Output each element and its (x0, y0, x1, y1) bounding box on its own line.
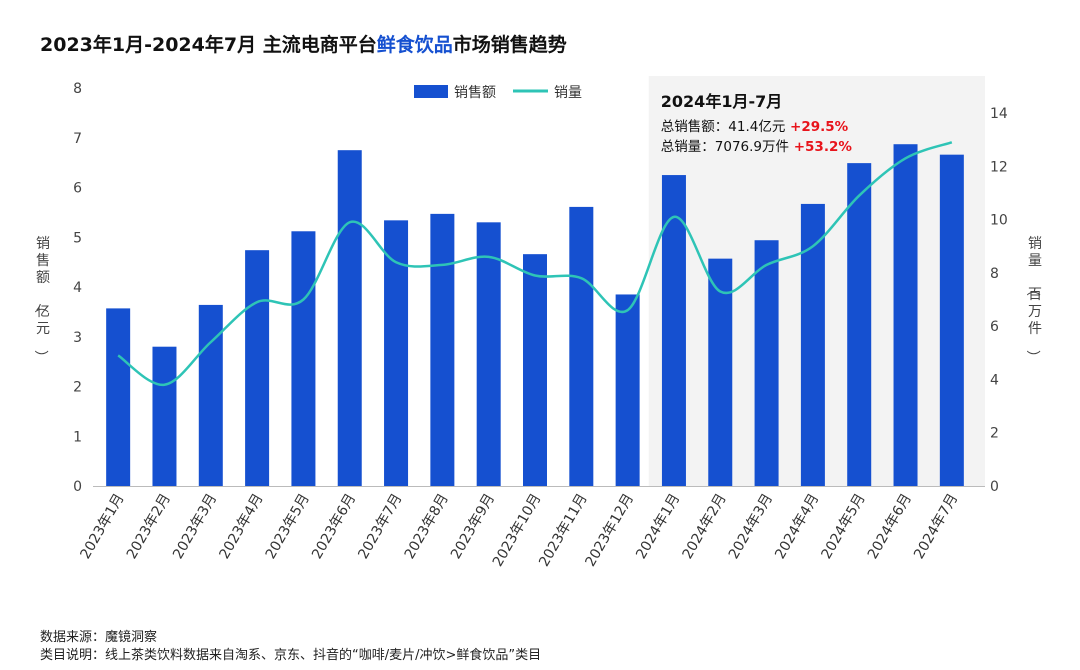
x-tick-label: 2023年9月 (448, 491, 498, 562)
y-left-tick-label: 5 (73, 230, 82, 246)
annotation-sales-label: 总销售额：41.4亿元 (661, 119, 786, 135)
x-tick-label: 2023年1月 (77, 491, 127, 562)
annotation-sales-change: +29.5% (785, 119, 848, 135)
x-tick-label: 2024年1月 (633, 491, 683, 562)
annotation-sales-total: 总销售额：41.4亿元 +29.5% (661, 119, 849, 135)
y-left-axis-title: 销售额（亿元） (32, 236, 50, 364)
x-tick-label: 2023年7月 (355, 491, 405, 562)
volume-line (117, 141, 953, 387)
y-left-tick-label: 0 (73, 479, 82, 495)
y-right-tick-label: 14 (990, 106, 1008, 122)
legend-bar-label: 销售额 (454, 85, 496, 101)
sales-bar (430, 213, 455, 486)
annotation-volume-label: 总销量：7076.9万件 (661, 139, 789, 155)
chart-title: 2023年1月-2024年7月 主流电商平台鲜食饮品市场销售趋势 (40, 30, 567, 57)
annotation-title: 2024年1月-7月 (661, 92, 782, 111)
legend-bar-swatch (414, 85, 448, 98)
x-tick-label: 2024年3月 (726, 491, 776, 562)
x-tick-label: 2023年5月 (263, 491, 313, 562)
sales-bar (615, 294, 640, 486)
annotation-volume-change: +53.2% (789, 139, 852, 155)
sales-bar (384, 220, 409, 486)
x-tick-label: 2023年6月 (309, 491, 359, 562)
sales-bar (198, 304, 223, 486)
sales-bar (708, 258, 733, 486)
legend-line-label: 销量 (554, 85, 582, 101)
y-left-tick-label: 7 (73, 131, 82, 147)
footer-source: 数据来源：魔镜洞察 (40, 630, 158, 645)
x-tick-label: 2024年6月 (865, 491, 915, 562)
sales-bar (754, 240, 779, 486)
title-highlight: 鲜食饮品 (376, 34, 453, 56)
footer-note: 类目说明：线上茶类饮料数据来自淘系、京东、抖音的“咖啡/麦片/冲饮>鲜食饮品”类… (40, 648, 542, 663)
x-tick-label: 2024年7月 (911, 491, 961, 562)
sales-bar (893, 144, 918, 486)
sales-bar (291, 231, 316, 486)
x-tick-label: 2023年3月 (170, 491, 220, 562)
x-tick-label: 2024年5月 (819, 491, 869, 562)
y-right-tick-label: 4 (990, 372, 999, 388)
y-right-axis-title: 销量（百万件） (1024, 236, 1042, 364)
sales-bar (523, 254, 547, 486)
sales-bar (245, 250, 270, 486)
y-left-tick-label: 3 (73, 330, 82, 346)
y-left-tick-label: 4 (73, 280, 82, 296)
x-tick-label: 2023年8月 (402, 491, 452, 562)
y-left-tick-label: 8 (73, 81, 82, 97)
y-left-tick-label: 2 (73, 380, 82, 396)
annotation-volume-total: 总销量：7076.9万件 +53.2% (661, 139, 853, 155)
sales-bar (106, 308, 131, 486)
x-tick-label: 2023年12月 (583, 491, 638, 570)
y-right-tick-label: 0 (990, 479, 999, 495)
y-left-tick-label: 1 (73, 429, 82, 445)
x-tick-label: 2024年2月 (680, 491, 730, 562)
title-prefix: 2023年1月-2024年7月 主流电商平台 (40, 34, 377, 56)
y-right-tick-label: 12 (990, 159, 1008, 175)
sales-bar (939, 154, 964, 487)
x-tick-label: 2023年4月 (216, 491, 266, 562)
sales-bar (847, 163, 872, 486)
x-tick-label: 2023年2月 (124, 491, 174, 562)
sales-bar (337, 150, 362, 486)
x-tick-label: 2024年4月 (772, 491, 822, 562)
x-tick-label: 2023年10月 (490, 491, 545, 570)
title-suffix: 市场销售趋势 (452, 34, 567, 56)
y-right-tick-label: 2 (990, 426, 999, 442)
sales-bar (476, 222, 501, 486)
y-right-tick-label: 8 (990, 266, 999, 282)
sales-bar (152, 346, 177, 486)
y-left-tick-label: 6 (73, 181, 82, 197)
x-tick-label: 2023年11月 (536, 491, 591, 570)
y-right-tick-label: 6 (990, 319, 999, 335)
y-right-tick-label: 10 (990, 213, 1008, 229)
sales-bar (569, 206, 594, 486)
